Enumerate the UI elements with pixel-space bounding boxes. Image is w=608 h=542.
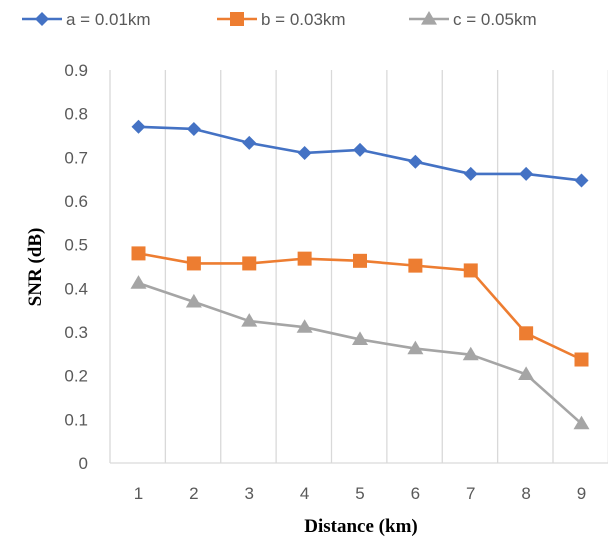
legend-item: a = 0.01km [22,10,151,29]
x-tick-label: 7 [466,484,475,503]
x-axis: 1 2 3 4 5 6 7 8 9 [134,484,586,503]
data-point [242,256,257,271]
x-tick-label: 8 [521,484,530,503]
y-tick-label: 0.7 [64,148,88,167]
data-point [353,142,367,157]
data-point [518,366,535,380]
data-point [186,256,201,271]
data-point [574,173,589,188]
x-tick-label: 1 [134,484,143,503]
x-tick-label: 2 [189,484,198,503]
data-point [297,251,312,266]
x-tick-label: 6 [411,484,420,503]
series-line [138,281,583,425]
data-point [185,293,202,308]
legend-label: b = 0.03km [261,10,346,29]
data-point [297,145,312,160]
legend-marker [421,11,437,25]
data-point [573,415,590,430]
y-tick-label: 0.9 [64,61,88,80]
legend-marker [35,12,49,26]
y-axis-title: SNR (dB) [25,228,46,307]
data-point [131,119,146,134]
series-triangle [130,275,590,430]
data-point [130,275,147,289]
data-point [242,135,257,150]
y-tick-label: 0.4 [64,279,88,298]
y-tick-label: 0.3 [64,323,88,342]
y-tick-label: 0 [79,454,88,473]
y-tick-label: 0.8 [64,105,88,124]
x-tick-label: 5 [355,484,364,503]
series-diamond [131,119,589,188]
x-tick-label: 3 [245,484,254,503]
data-point [408,154,423,169]
data-point [463,263,478,278]
data-point [408,258,423,273]
data-point [407,340,424,355]
x-tick-label: 4 [300,484,309,503]
x-axis-title: Distance (km) [304,516,417,537]
series-group [130,119,590,430]
y-axis: 0 0.1 0.2 0.3 0.4 0.5 0.6 0.7 0.8 0.9 [64,61,88,473]
data-point [463,166,478,181]
data-point [353,253,367,268]
legend-item: c = 0.05km [409,10,537,29]
data-point [241,313,258,327]
data-point [574,352,589,367]
data-point [519,166,534,181]
series-square [131,246,589,367]
legend: a = 0.01km b = 0.03km c = 0.05km [22,10,537,29]
data-point [296,319,313,333]
data-point [186,121,201,136]
data-point [519,326,534,341]
data-point [352,331,368,346]
legend-item: b = 0.03km [217,10,346,29]
legend-label: c = 0.05km [453,10,537,29]
y-tick-label: 0.2 [64,367,88,386]
data-point [462,346,479,361]
legend-marker [230,12,244,26]
x-tick-label: 9 [577,484,586,503]
y-tick-label: 0.6 [64,192,88,211]
y-tick-label: 0.1 [64,410,88,429]
y-tick-label: 0.5 [64,236,88,255]
legend-label: a = 0.01km [66,10,151,29]
data-point [131,246,146,261]
